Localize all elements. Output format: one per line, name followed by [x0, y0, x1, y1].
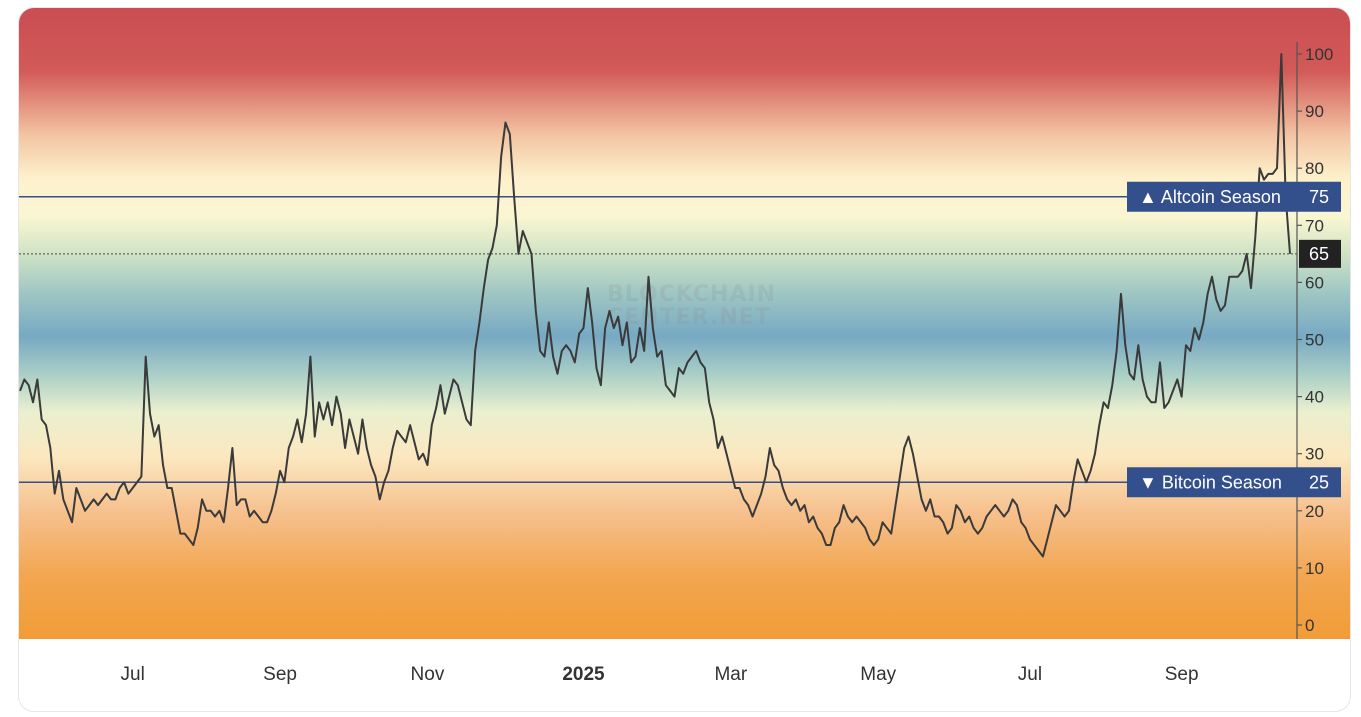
- x-tick-label: 2025: [562, 664, 605, 685]
- altcoin-season-badge: [1127, 181, 1341, 212]
- bitcoin-season-badge-label: ▼ Bitcoin Season: [1139, 472, 1282, 492]
- x-tick-label: Sep: [1165, 664, 1199, 685]
- x-tick-label: Jul: [1018, 664, 1042, 685]
- altcoin-season-badge-label: ▲ Altcoin Season: [1139, 187, 1281, 207]
- x-axis: Jul Sep Nov 2025 Mar May Jul Sep: [19, 639, 1350, 711]
- bitcoin-season-badge: [1127, 467, 1341, 498]
- y-tick-label: 10: [1305, 559, 1324, 578]
- x-axis-area: [19, 639, 1350, 711]
- chart-frame: BLOCKCHAIN CENTER.NET 0 10 20 30 40 50 60 70 80 9…: [18, 7, 1351, 712]
- plot-background: [19, 8, 1350, 639]
- threshold-lines: [19, 195, 1297, 484]
- series-group: [19, 53, 1291, 558]
- altcoin-season-chart: BLOCKCHAIN CENTER.NET 0 10 20 30 40 50 60 70 80 9…: [19, 8, 1350, 711]
- y-tick-label: 70: [1305, 216, 1324, 235]
- y-tick-label: 40: [1305, 388, 1324, 407]
- watermark-line-1: BLOCKCHAIN: [607, 282, 776, 307]
- x-tick-label: Mar: [714, 664, 747, 685]
- current-value-badge: [1299, 239, 1341, 268]
- bitcoin-season-badge-value: 25: [1309, 472, 1329, 492]
- x-tick-label: Jul: [121, 664, 145, 685]
- y-tick-label: 60: [1305, 273, 1324, 292]
- y-tick-label: 90: [1305, 102, 1324, 121]
- current-value-badge-label: 65: [1309, 244, 1329, 264]
- y-axis: 0 10 20 30 40 50 60 70 80 90 100: [1296, 42, 1333, 639]
- y-tick-label: 80: [1305, 159, 1324, 178]
- y-tick-label: 100: [1305, 45, 1333, 64]
- altcoin-season-badge-value: 75: [1309, 187, 1329, 207]
- y-tick-label: 0: [1305, 616, 1314, 635]
- watermark: BLOCKCHAIN CENTER.NET: [607, 282, 776, 330]
- x-tick-label: Nov: [411, 664, 445, 685]
- watermark-line-2: CENTER.NET: [607, 305, 771, 330]
- series-line: [19, 53, 1291, 558]
- threshold-badges: ▲ Altcoin Season 75 ▼ Bitcoin Season 25 65: [1127, 181, 1341, 498]
- x-tick-label: May: [860, 664, 896, 685]
- x-tick-label: Sep: [263, 664, 297, 685]
- y-tick-label: 30: [1305, 445, 1324, 464]
- y-tick-label: 50: [1305, 331, 1324, 350]
- y-tick-label: 20: [1305, 502, 1324, 521]
